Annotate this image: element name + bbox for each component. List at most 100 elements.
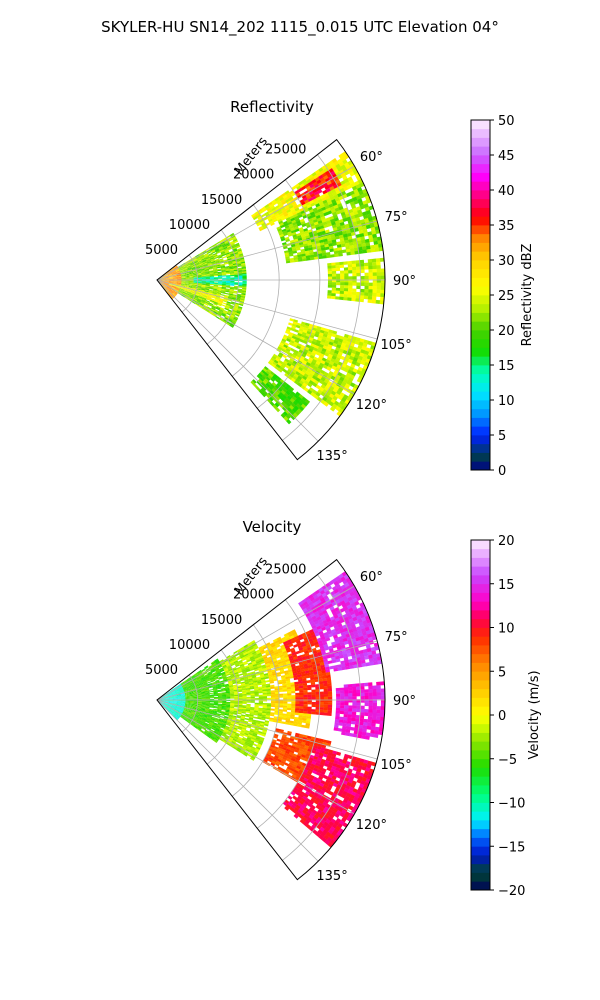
echo-cell (223, 299, 228, 302)
echo-cell (301, 396, 307, 402)
echo-cell (163, 273, 168, 276)
echo-cell (191, 291, 196, 294)
echo-cell (290, 209, 296, 214)
echo-cell (170, 268, 175, 272)
echo-cell (248, 653, 253, 657)
echo-cell (360, 266, 365, 270)
echo-cell (301, 203, 307, 208)
echo-cell (321, 650, 326, 655)
echo-cell (281, 362, 287, 367)
echo-cell (195, 265, 200, 268)
echo-cell (308, 387, 315, 393)
echo-cell (168, 693, 173, 696)
echo-cell (338, 231, 344, 236)
echo-cell (296, 252, 302, 256)
echo-cell (276, 216, 282, 221)
echo-cell (165, 277, 170, 279)
echo-cell (362, 249, 368, 254)
echo-cell (167, 272, 172, 275)
echo-cell (230, 243, 235, 247)
echo-cell (319, 194, 326, 199)
echo-cell (273, 373, 279, 379)
echo-cell (210, 259, 215, 262)
echo-cell (257, 652, 262, 657)
echo-cell (242, 282, 247, 284)
range-tick-label: 15000 (201, 193, 242, 208)
echo-cell (331, 644, 337, 649)
echo-cell (204, 267, 209, 270)
echo-cell (183, 269, 189, 272)
echo-cell (313, 611, 319, 616)
echo-cell (335, 287, 341, 292)
echo-cell (359, 682, 365, 687)
echo-cell (217, 673, 222, 676)
echo-cell (327, 210, 333, 215)
echo-cell (183, 686, 188, 690)
echo-cell (165, 278, 170, 280)
echo-cell (379, 300, 385, 305)
echo-cell (362, 620, 368, 625)
echo-cell (240, 656, 246, 660)
echo-cell (367, 299, 373, 304)
echo-cell (181, 276, 186, 278)
echo-cell (222, 237, 228, 241)
echo-cell (347, 260, 352, 265)
echo-cell (299, 398, 305, 405)
echo-cell (216, 305, 221, 309)
echo-cell (230, 253, 235, 256)
echo-cell (192, 287, 197, 290)
echo-cell (299, 198, 305, 204)
echo-cell (307, 617, 313, 622)
echo-cell (221, 313, 227, 317)
echo-cell (236, 297, 241, 300)
echo-cell (207, 296, 212, 299)
echo-cell (283, 222, 289, 227)
echo-cell (238, 697, 243, 699)
echo-cell (299, 701, 304, 705)
echo-cell (188, 289, 193, 292)
echo-cell (297, 644, 303, 649)
echo-cell (176, 692, 181, 694)
echo-cell (315, 691, 320, 695)
echo-cell (290, 647, 295, 652)
echo-cell (226, 284, 231, 286)
echo-cell (327, 691, 333, 695)
echo-cell (284, 358, 290, 363)
echo-cell (369, 661, 375, 666)
echo-cell (160, 276, 165, 279)
echo-cell (302, 351, 308, 356)
echo-cell (348, 222, 354, 227)
echo-cell (212, 292, 217, 295)
echo-cell (238, 283, 243, 286)
echo-cell (366, 248, 372, 253)
echo-cell (331, 265, 336, 269)
echo-cell (287, 334, 293, 338)
echo-cell (316, 339, 322, 345)
echo-cell (209, 282, 215, 284)
echo-cell (201, 284, 206, 287)
echo-cell (213, 286, 218, 288)
echo-cell (219, 249, 225, 253)
colorbar-tick-label: 35 (498, 219, 515, 234)
echo-cell (195, 302, 200, 306)
echo-cell (171, 690, 176, 693)
echo-cell (192, 290, 197, 292)
echo-cell (169, 277, 174, 279)
echo-cell (363, 232, 369, 237)
echo-cell (287, 388, 293, 394)
echo-cell (193, 680, 198, 683)
echo-cell (186, 264, 191, 267)
echo-cell (249, 668, 255, 672)
echo-cell (193, 273, 198, 275)
echo-cell (160, 281, 165, 284)
echo-cell (172, 282, 178, 285)
echo-cell (199, 264, 204, 267)
echo-cell (307, 601, 314, 606)
echo-cell (307, 687, 312, 691)
echo-cell (328, 633, 334, 638)
echo-cell (280, 657, 286, 662)
echo-cell (188, 269, 193, 271)
echo-cell (224, 248, 229, 252)
echo-cell (219, 317, 224, 321)
echo-cell (226, 312, 231, 316)
